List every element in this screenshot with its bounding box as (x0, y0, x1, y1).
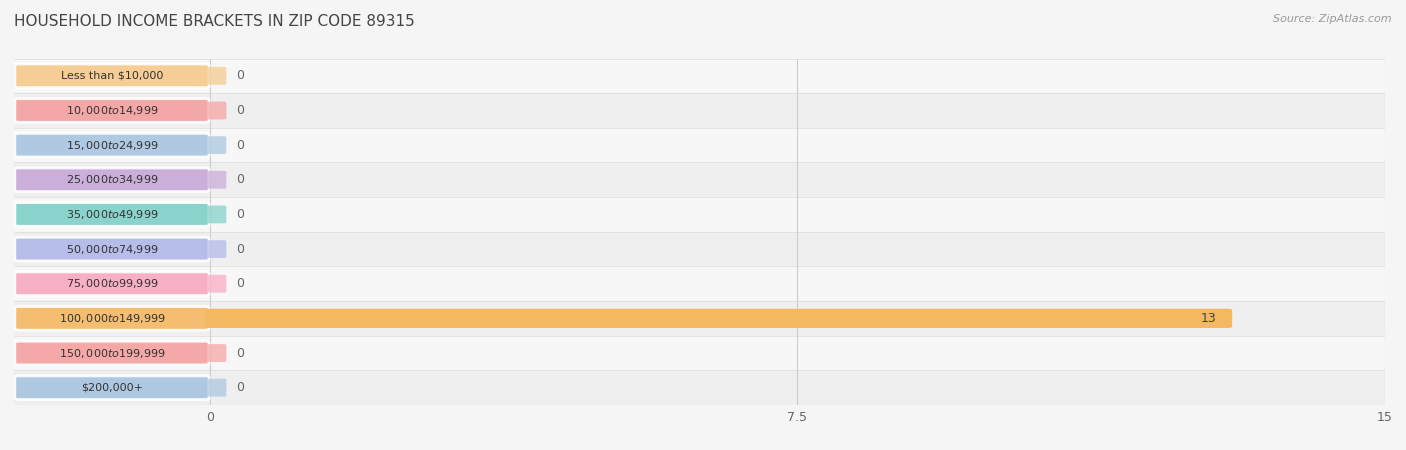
Bar (14, 301, 1385, 336)
Bar (14, 128, 1385, 162)
Text: 0: 0 (236, 173, 243, 186)
FancyBboxPatch shape (208, 206, 226, 223)
FancyBboxPatch shape (208, 136, 226, 154)
FancyBboxPatch shape (15, 306, 209, 330)
Text: HOUSEHOLD INCOME BRACKETS IN ZIP CODE 89315: HOUSEHOLD INCOME BRACKETS IN ZIP CODE 89… (14, 14, 415, 28)
Text: $15,000 to $24,999: $15,000 to $24,999 (66, 139, 159, 152)
Bar (14, 93, 1385, 128)
Text: 13: 13 (1201, 312, 1216, 325)
FancyBboxPatch shape (15, 376, 209, 400)
Bar (14, 266, 1385, 301)
FancyBboxPatch shape (15, 237, 209, 261)
Bar (14, 336, 1385, 370)
Bar (14, 370, 1385, 405)
Bar (14, 58, 1385, 93)
Text: Less than $10,000: Less than $10,000 (60, 71, 163, 81)
Text: $25,000 to $34,999: $25,000 to $34,999 (66, 173, 159, 186)
Text: 0: 0 (236, 69, 243, 82)
Text: Source: ZipAtlas.com: Source: ZipAtlas.com (1274, 14, 1392, 23)
FancyBboxPatch shape (15, 64, 209, 88)
FancyBboxPatch shape (15, 341, 209, 365)
Text: $100,000 to $149,999: $100,000 to $149,999 (59, 312, 166, 325)
FancyBboxPatch shape (208, 240, 226, 258)
FancyBboxPatch shape (15, 133, 209, 157)
Text: $50,000 to $74,999: $50,000 to $74,999 (66, 243, 159, 256)
Text: $35,000 to $49,999: $35,000 to $49,999 (66, 208, 159, 221)
Text: $150,000 to $199,999: $150,000 to $199,999 (59, 346, 166, 360)
Bar (14, 197, 1385, 232)
Bar (14, 232, 1385, 266)
FancyBboxPatch shape (208, 67, 226, 85)
FancyBboxPatch shape (208, 344, 226, 362)
FancyBboxPatch shape (208, 102, 226, 119)
FancyBboxPatch shape (15, 99, 209, 122)
Bar (14, 162, 1385, 197)
FancyBboxPatch shape (15, 272, 209, 296)
Text: $75,000 to $99,999: $75,000 to $99,999 (66, 277, 159, 290)
Text: 0: 0 (236, 208, 243, 221)
Text: 0: 0 (236, 104, 243, 117)
Text: $10,000 to $14,999: $10,000 to $14,999 (66, 104, 159, 117)
FancyBboxPatch shape (208, 171, 226, 189)
FancyBboxPatch shape (207, 309, 1232, 328)
FancyBboxPatch shape (15, 202, 209, 226)
Text: 0: 0 (236, 277, 243, 290)
Text: $200,000+: $200,000+ (82, 382, 143, 393)
FancyBboxPatch shape (208, 275, 226, 292)
FancyBboxPatch shape (208, 379, 226, 396)
Text: 0: 0 (236, 346, 243, 360)
Text: 0: 0 (236, 381, 243, 394)
Text: 0: 0 (236, 243, 243, 256)
FancyBboxPatch shape (15, 168, 209, 192)
Text: 0: 0 (236, 139, 243, 152)
